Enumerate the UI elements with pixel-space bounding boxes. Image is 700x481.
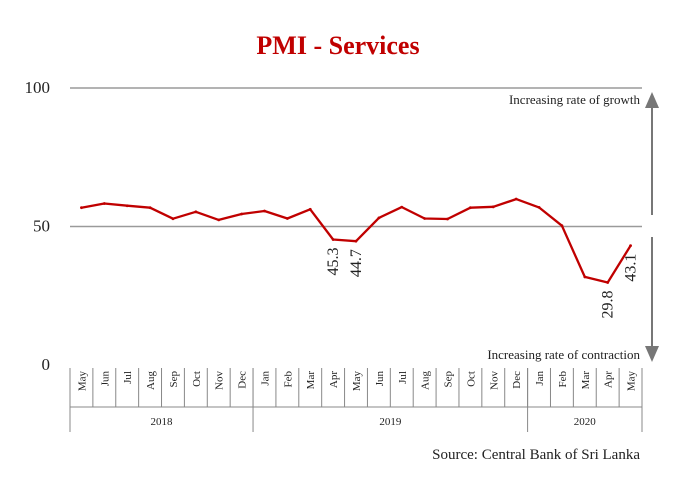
gridlines xyxy=(70,87,642,228)
x-tick-label: May xyxy=(351,371,363,392)
y-tick-label: 100 xyxy=(25,78,51,97)
x-tick-label: Nov xyxy=(214,371,226,390)
data-point xyxy=(537,205,541,209)
x-tick-label: Aug xyxy=(145,371,157,390)
annotation-growth: Increasing rate of growth xyxy=(509,92,641,107)
x-tick-label: Jan xyxy=(259,371,271,386)
data-point xyxy=(491,205,495,209)
data-point xyxy=(400,205,404,209)
data-point xyxy=(469,206,472,210)
data-point xyxy=(583,275,587,279)
data-point xyxy=(446,217,449,221)
data-point xyxy=(331,238,335,241)
direction-arrow xyxy=(645,92,659,362)
data-point xyxy=(125,204,129,208)
x-tick-label: Jul xyxy=(397,371,409,384)
y-tick-label: 50 xyxy=(33,217,50,236)
data-point xyxy=(263,209,266,213)
data-point xyxy=(148,206,152,210)
data-point xyxy=(423,217,427,220)
x-tick-label: Oct xyxy=(465,371,477,387)
x-tick-label: May xyxy=(76,371,88,392)
year-label: 2018 xyxy=(151,416,174,428)
x-tick-label: Feb xyxy=(557,371,569,388)
x-tick-label: Apr xyxy=(603,371,615,388)
data-point xyxy=(80,206,83,210)
arrow-head-up xyxy=(645,92,659,108)
x-tick-label: Aug xyxy=(420,371,432,390)
arrow-head-down xyxy=(645,346,659,362)
x-tick-label: Jun xyxy=(374,371,386,387)
annotation-contraction: Increasing rate of contraction xyxy=(487,347,640,362)
y-axis-ticks: 0 50 100 xyxy=(25,78,51,374)
data-point xyxy=(102,202,106,205)
year-label: 2019 xyxy=(379,416,402,428)
x-tick-label: Mar xyxy=(305,371,317,390)
data-point xyxy=(514,197,518,201)
x-tick-label: Oct xyxy=(191,371,203,387)
data-point xyxy=(629,244,632,248)
data-point xyxy=(194,210,198,214)
x-tick-label: Sep xyxy=(168,371,180,388)
year-label: 2020 xyxy=(574,416,597,428)
x-tick-label: Apr xyxy=(328,371,340,388)
data-labels: 45.3 44.7 29.8 43.1 xyxy=(325,248,639,319)
data-point xyxy=(240,212,244,216)
data-point xyxy=(308,207,312,211)
x-tick-label: Sep xyxy=(443,371,455,388)
series-layer xyxy=(80,197,632,284)
x-tick-label: Jul xyxy=(122,371,134,384)
x-tick-label: Dec xyxy=(237,371,249,389)
x-tick-label: Jun xyxy=(99,371,111,387)
x-axis: May Jun Jul Aug Sep Oct Nov Dec Jan Feb Mar Apr May J… xyxy=(69,368,643,432)
data-point xyxy=(354,239,358,243)
x-tick-label: May xyxy=(626,371,638,392)
x-tick-label: Jan xyxy=(534,371,546,386)
data-point xyxy=(217,218,221,222)
data-label: 45.3 xyxy=(325,248,342,276)
y-tick-label: 0 xyxy=(42,355,51,374)
data-point xyxy=(560,224,564,228)
x-tick-label: Dec xyxy=(511,371,523,389)
x-tick-label: Feb xyxy=(282,371,294,388)
data-point xyxy=(285,217,289,220)
source-note: Source: Central Bank of Sri Lanka xyxy=(432,447,640,463)
x-tick-label: Mar xyxy=(580,371,592,390)
data-point xyxy=(377,216,381,220)
x-tick-label: Nov xyxy=(488,371,500,390)
data-point xyxy=(606,281,610,284)
data-label: 29.8 xyxy=(600,290,617,318)
data-label: 43.1 xyxy=(623,254,640,282)
chart-title: PMI - Services xyxy=(256,31,419,60)
data-label: 44.7 xyxy=(348,249,365,277)
data-point xyxy=(171,217,175,221)
